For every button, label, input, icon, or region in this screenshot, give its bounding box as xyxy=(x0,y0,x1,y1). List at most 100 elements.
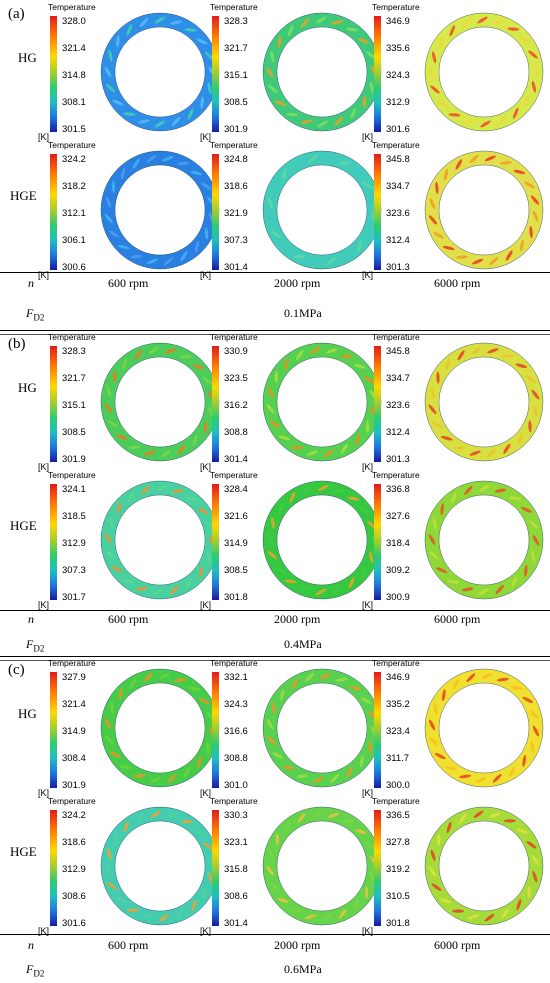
colorbar-tick: 321.4 xyxy=(62,699,86,710)
hot-streak xyxy=(171,489,184,494)
colorbar-tick: 328.3 xyxy=(224,16,248,27)
hot-streak xyxy=(531,389,540,400)
hot-streak xyxy=(435,182,439,194)
temperature-ring xyxy=(100,150,220,270)
hot-streak xyxy=(181,820,194,824)
colorbar-tick: 316.6 xyxy=(224,726,248,737)
colorbar-gradient xyxy=(50,346,57,462)
hot-streak xyxy=(108,50,113,62)
colorbar-unit: [K] xyxy=(362,926,374,936)
hot-streak xyxy=(467,914,480,920)
colorbar-tick: 321.4 xyxy=(62,43,86,54)
hot-streak xyxy=(113,370,117,383)
colorbar-tick: 301.7 xyxy=(62,592,86,603)
hot-streak xyxy=(300,119,313,124)
hot-streak xyxy=(121,579,134,583)
hot-streak xyxy=(192,434,198,447)
colorbar-unit: [K] xyxy=(362,270,374,280)
colorbar-tick: 312.1 xyxy=(62,208,86,219)
colorbar-tick: 330.9 xyxy=(224,346,248,357)
hot-streak xyxy=(432,421,443,429)
hot-streak xyxy=(162,155,174,162)
hot-streak xyxy=(268,848,274,861)
hot-streak xyxy=(301,18,310,28)
hot-streak xyxy=(274,100,286,106)
speed-label: 2000 rpm xyxy=(274,938,321,952)
hot-streak xyxy=(291,678,298,690)
hot-streak xyxy=(203,842,213,850)
hot-streak xyxy=(291,445,304,450)
colorbar-gradient xyxy=(374,484,381,600)
hot-streak xyxy=(117,501,121,514)
colorbar: Temperature 346.9 335.6 324.3 312.9 301.6 [K] xyxy=(362,2,424,142)
hot-streak xyxy=(304,914,317,920)
ring-body xyxy=(100,668,220,788)
hot-streak xyxy=(508,496,521,500)
hot-streak xyxy=(272,702,276,715)
colorbar-tick: 321.7 xyxy=(62,373,86,384)
hot-streak xyxy=(522,696,534,703)
ring-body xyxy=(262,480,382,600)
colorbar-tick: 300.0 xyxy=(386,780,410,791)
hot-streak xyxy=(296,774,309,778)
hot-streak xyxy=(105,735,114,745)
hot-streak xyxy=(464,485,473,495)
hot-streak xyxy=(429,719,436,731)
temperature-ring xyxy=(424,12,544,132)
colorbar-title: Temperature xyxy=(210,332,258,342)
hot-streak xyxy=(273,566,285,573)
hot-streak xyxy=(267,550,277,560)
hot-streak xyxy=(353,899,359,911)
pressure-label: 0.4MPa xyxy=(284,637,322,651)
hot-streak xyxy=(346,766,353,778)
hot-streak xyxy=(449,25,456,37)
hot-streak xyxy=(327,812,340,818)
hot-streak xyxy=(447,580,460,584)
hot-streak xyxy=(462,18,471,28)
hot-streak xyxy=(138,119,150,124)
hot-streak xyxy=(193,829,206,835)
colorbar-unit: [K] xyxy=(200,926,212,936)
colorbar-tick: 301.4 xyxy=(224,454,248,465)
hot-streak xyxy=(197,507,209,515)
hot-streak xyxy=(296,349,304,361)
hot-streak xyxy=(277,36,282,48)
hot-streak xyxy=(266,403,275,414)
hot-streak xyxy=(136,813,144,823)
n-label: n xyxy=(28,276,34,290)
row-label: HG xyxy=(18,50,37,65)
fd-subscript: D2 xyxy=(33,643,45,654)
hot-streak xyxy=(335,678,348,682)
hot-streak xyxy=(323,449,334,458)
hot-streak xyxy=(163,257,174,266)
colorbar: Temperature 328.0 321.4 314.8 308.1 301.5 [K] xyxy=(38,2,100,142)
colorbar-tick: 318.2 xyxy=(62,181,86,192)
hot-streak xyxy=(486,449,497,458)
speed-label: 6000 rpm xyxy=(434,276,481,290)
hot-streak xyxy=(270,516,275,529)
hot-streak xyxy=(306,450,319,456)
hot-streak xyxy=(512,107,519,119)
hot-streak xyxy=(501,908,509,919)
hot-streak xyxy=(355,434,360,446)
hot-streak xyxy=(469,154,479,164)
divider xyxy=(0,610,550,611)
colorbar-tick: 335.2 xyxy=(386,699,410,710)
hot-streak xyxy=(108,230,119,238)
hot-streak xyxy=(446,821,452,834)
colorbar-title: Temperature xyxy=(48,470,96,480)
ring-body xyxy=(262,12,382,132)
colorbar-gradient xyxy=(212,484,219,600)
hot-streak xyxy=(525,375,536,383)
hot-streak xyxy=(531,80,536,93)
colorbar-tick: 312.9 xyxy=(386,97,410,108)
colorbar: Temperature 328.3 321.7 315.1 308.5 301.9 [K] xyxy=(38,332,100,472)
hot-streak xyxy=(127,491,135,503)
colorbar: Temperature 345.8 334.7 323.6 312.4 301.3 [K] xyxy=(362,140,424,280)
hot-streak xyxy=(340,354,353,359)
hot-streak xyxy=(308,154,318,163)
hot-streak xyxy=(531,855,540,866)
hot-streak xyxy=(128,445,141,449)
ring-body xyxy=(262,806,382,926)
colorbar-tick: 323.1 xyxy=(224,837,248,848)
